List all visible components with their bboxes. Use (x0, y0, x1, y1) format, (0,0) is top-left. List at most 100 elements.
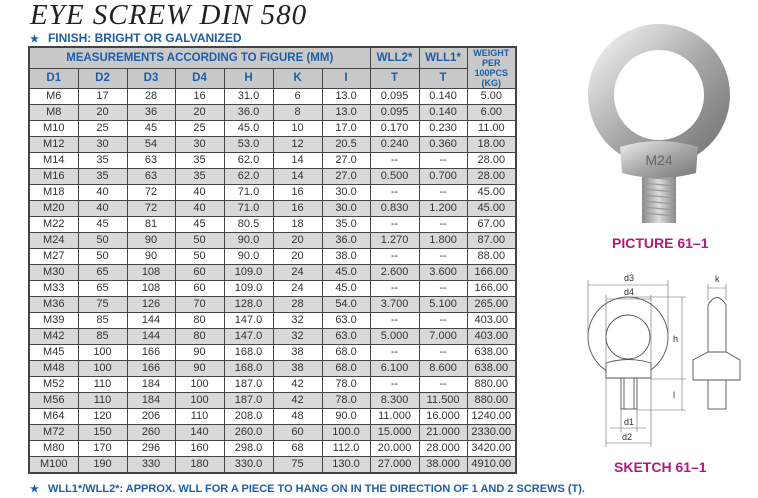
table-cell: 45 (126, 120, 176, 137)
table-cell: 160 (174, 440, 225, 457)
table-cell: 45.00 (466, 184, 517, 201)
table-cell: M45 (28, 344, 79, 361)
table-cell: 62.0 (223, 152, 274, 169)
table-cell: 63 (126, 152, 176, 169)
table-cell: 150 (77, 424, 128, 441)
table-cell: 38.0 (321, 248, 371, 265)
table-cell: 3.600 (418, 264, 468, 281)
table-cell: 0.700 (418, 168, 468, 185)
column-header-d2: D2 (77, 67, 128, 90)
table-cell: 85 (77, 312, 128, 329)
table-cell: 16.000 (418, 408, 468, 425)
table-cell: 260.0 (223, 424, 274, 441)
weight-header: WEIGHT PER 100PCS (KG) (466, 46, 517, 89)
table-cell: 30 (174, 136, 225, 153)
table-cell: 1240.00 (466, 408, 517, 425)
column-header-wll2-t: T (369, 67, 420, 90)
table-cell: 100 (174, 376, 225, 393)
table-cell: 7.000 (418, 328, 468, 345)
table-cell: 108 (126, 280, 176, 297)
table-cell: 11.000 (369, 408, 420, 425)
table-cell: 180 (174, 456, 225, 474)
eye-ring (588, 24, 730, 166)
finish-note: ★ FINISH: BRIGHT OR GALVANIZED (30, 31, 242, 45)
table-cell: 68 (272, 440, 323, 457)
label-d4: d4 (624, 287, 634, 297)
table-cell: 75 (272, 456, 323, 474)
table-cell: 78.0 (321, 376, 371, 393)
group-header: MEASUREMENTS ACCORDING TO FIGURE (MM) (28, 46, 371, 69)
eye-screw-photo: M24 (588, 24, 730, 223)
table-cell: 147.0 (223, 328, 274, 345)
table-cell: 71.0 (223, 184, 274, 201)
wll2-header: WLL2* (369, 46, 420, 69)
footnote: ★ WLL1*/WLL2*: APPROX. WLL FOR A PIECE TO… (30, 482, 585, 496)
table-cell: 14 (272, 152, 323, 169)
table-cell: M100 (28, 456, 79, 474)
table-cell: 100.0 (321, 424, 371, 441)
table-cell: -- (418, 312, 468, 329)
table-cell: 21.000 (418, 424, 468, 441)
table-cell: 42 (272, 376, 323, 393)
table-cell: 126 (126, 296, 176, 313)
table-row: M36 75 126 70 128.0 28 54.0 3.700 5.100 265.00 (28, 296, 517, 313)
table-row: M8 20 36 20 36.0 8 13.0 0.095 0.140 6.00 (28, 104, 517, 121)
table-cell: 112.0 (321, 440, 371, 457)
table-cell: 3.700 (369, 296, 420, 313)
table-cell: 68.0 (321, 344, 371, 361)
table-cell: 90 (174, 360, 225, 377)
table-cell: 296 (126, 440, 176, 457)
m24-marking: M24 (645, 152, 672, 168)
table-cell: 3420.00 (466, 440, 517, 457)
table-cell: 32 (272, 312, 323, 329)
table-cell: 12 (272, 136, 323, 153)
table-cell: 128.0 (223, 296, 274, 313)
table-cell: 265.00 (466, 296, 517, 313)
wll1-header: WLL1* (418, 46, 468, 69)
table-cell: M33 (28, 280, 79, 297)
table-cell: 10 (272, 120, 323, 137)
table-cell: M42 (28, 328, 79, 345)
table-cell: -- (418, 216, 468, 233)
table-cell: 35.0 (321, 216, 371, 233)
table-cell: 100 (174, 392, 225, 409)
specs-table: MEASUREMENTS ACCORDING TO FIGURE (MM) WL… (28, 46, 518, 474)
table-cell: 0.095 (369, 88, 420, 105)
table-cell: 6.00 (466, 104, 517, 121)
table-cell: 638.00 (466, 360, 517, 377)
star-icon: ★ (30, 34, 39, 45)
table-cell: M72 (28, 424, 79, 441)
table-cell: M16 (28, 168, 79, 185)
table-cell: 25 (174, 120, 225, 137)
table-cell: 28.00 (466, 152, 517, 169)
table-cell: 0.095 (369, 104, 420, 121)
table-cell: 80 (174, 312, 225, 329)
table-row: M24 50 90 50 90.0 20 36.0 1.270 1.800 87.00 (28, 232, 517, 249)
table-row: M52 110 184 100 187.0 42 78.0 -- -- 880.00 (28, 376, 517, 393)
table-cell: 65 (77, 264, 128, 281)
table-cell: M10 (28, 120, 79, 137)
table-cell: M52 (28, 376, 79, 393)
table-cell: 18.00 (466, 136, 517, 153)
table-cell: 187.0 (223, 392, 274, 409)
table-cell: 2.600 (369, 264, 420, 281)
table-cell: -- (369, 216, 420, 233)
table-cell: 206 (126, 408, 176, 425)
table-cell: 260 (126, 424, 176, 441)
table-cell: 8 (272, 104, 323, 121)
table-cell: 1.270 (369, 232, 420, 249)
table-cell: M64 (28, 408, 79, 425)
table-cell: 0.240 (369, 136, 420, 153)
label-l: l (673, 390, 675, 400)
label-d1: d1 (624, 417, 634, 427)
table-cell: 35 (174, 152, 225, 169)
table-cell: 72 (126, 200, 176, 217)
table-cell: 35 (77, 152, 128, 169)
table-cell: 166.00 (466, 280, 517, 297)
table-row: M18 40 72 40 71.0 16 30.0 -- -- 45.00 (28, 184, 517, 201)
table-cell: 50 (174, 232, 225, 249)
table-cell: 638.00 (466, 344, 517, 361)
table-cell: M30 (28, 264, 79, 281)
table-cell: 48 (272, 408, 323, 425)
table-cell: 0.140 (418, 88, 468, 105)
